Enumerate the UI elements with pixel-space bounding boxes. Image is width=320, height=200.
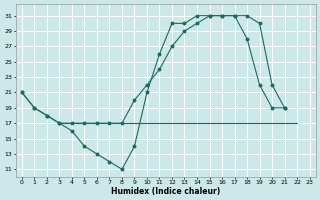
X-axis label: Humidex (Indice chaleur): Humidex (Indice chaleur) [111, 187, 220, 196]
